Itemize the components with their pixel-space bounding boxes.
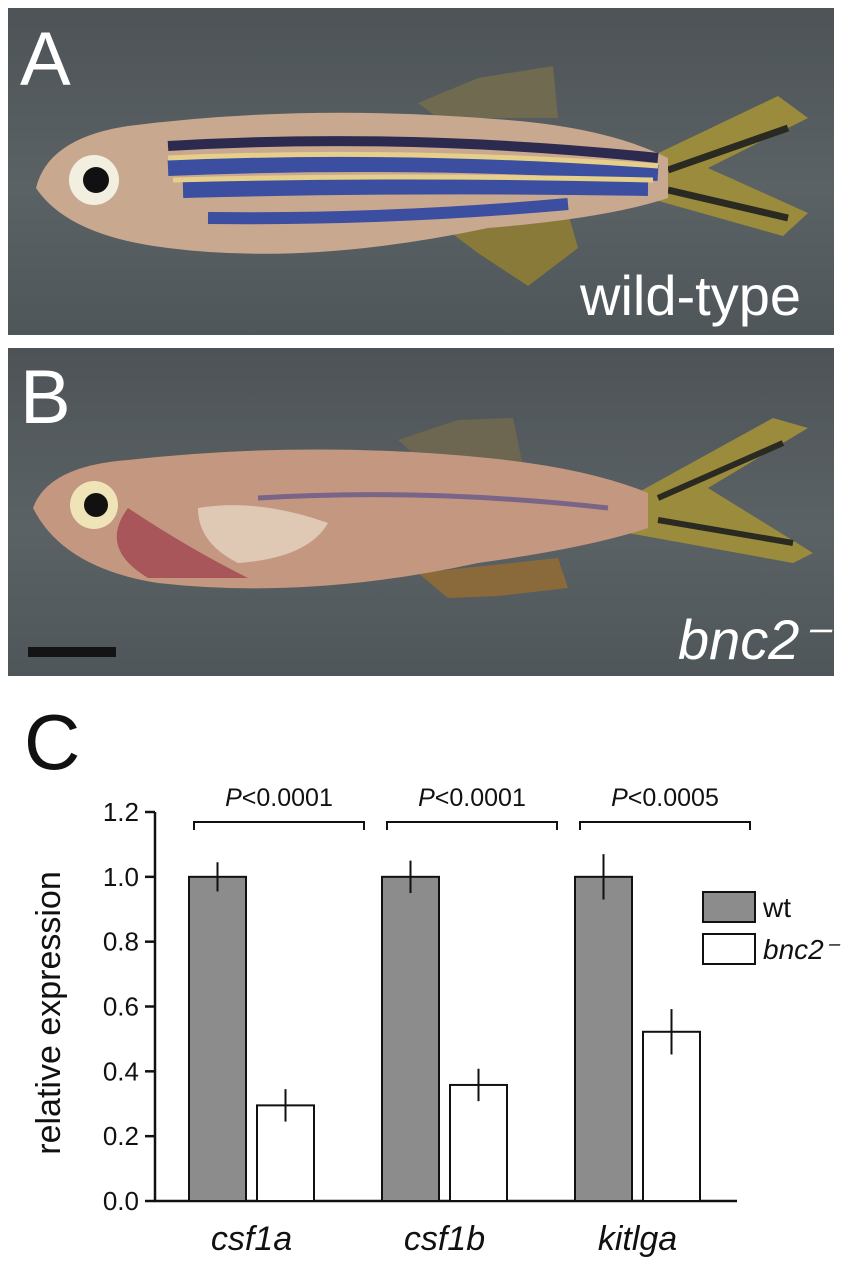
panel-letter-b: B bbox=[20, 355, 71, 440]
tail-fin bbox=[628, 418, 813, 563]
legend-swatch-bnc2 bbox=[702, 933, 756, 965]
zebrafish-wild-type-illustration bbox=[36, 66, 808, 286]
y-tick-label: 1.2 bbox=[103, 797, 139, 827]
chart-bars bbox=[188, 854, 701, 1202]
p-value-threshold: <0.0001 bbox=[435, 784, 526, 812]
bar-wt-csf1b bbox=[381, 875, 440, 1202]
legend-swatch-wt bbox=[702, 891, 756, 923]
bar-chart: 0.00.20.40.60.81.01.2 P<0.0001 P<0.0001 P<… bbox=[30, 784, 841, 1258]
y-tick-label: 0.8 bbox=[103, 927, 139, 957]
category-label-csf1b: csf1b bbox=[404, 1220, 485, 1258]
y-tick-label: 0.2 bbox=[103, 1121, 139, 1151]
genotype-label-bnc2-mutant: bnc2⁻ bbox=[678, 608, 829, 671]
significance-bracket bbox=[386, 821, 558, 830]
y-axis-ticks: 0.0 0.2 0.4 0.6 0.8 1.0 1.2 bbox=[103, 797, 155, 1216]
significance-bracket bbox=[193, 821, 365, 830]
photo-bnc2-mutant bbox=[8, 348, 834, 676]
bar-bnc2-kitlga bbox=[642, 1030, 701, 1202]
y-tick-label: 1.0 bbox=[103, 862, 139, 892]
p-value-label: P<0.0001 bbox=[225, 784, 333, 812]
significance-bracket bbox=[579, 821, 751, 830]
bar-bnc2-csf1a bbox=[256, 1104, 315, 1202]
bar-bnc2-csf1b bbox=[449, 1083, 508, 1202]
chart-legend: wt bnc2⁻ bbox=[702, 891, 841, 965]
legend-label-wt: wt bbox=[762, 892, 791, 923]
tail-fin bbox=[648, 96, 808, 236]
bar-wt-kitlga bbox=[574, 875, 633, 1202]
y-axis-label: relative expression bbox=[30, 871, 68, 1154]
bar-wt-csf1a bbox=[188, 875, 247, 1202]
panel-letter-a: A bbox=[20, 17, 71, 102]
p-value-letter: P bbox=[418, 784, 435, 812]
category-label-csf1a: csf1a bbox=[211, 1220, 292, 1258]
p-value-label: P<0.0005 bbox=[611, 784, 719, 812]
p-value-letter: P bbox=[611, 784, 628, 812]
p-value-threshold: <0.0005 bbox=[628, 784, 719, 812]
y-tick-label: 0.6 bbox=[103, 992, 139, 1022]
y-tick-label: 0.0 bbox=[103, 1186, 139, 1216]
dorsal-fin bbox=[418, 66, 558, 118]
category-label-kitlga: kitlga bbox=[598, 1220, 677, 1258]
p-value-threshold: <0.0001 bbox=[242, 784, 333, 812]
genotype-label-wild-type: wild-type bbox=[580, 264, 801, 327]
anal-fin bbox=[418, 558, 568, 598]
p-value-label: P<0.0001 bbox=[418, 784, 526, 812]
category-labels: csf1a csf1b kitlga bbox=[211, 1220, 677, 1258]
photo-wild-type bbox=[8, 8, 834, 335]
scale-bar bbox=[28, 647, 116, 657]
p-value-letter: P bbox=[225, 784, 242, 812]
legend-label-bnc2: bnc2⁻ bbox=[763, 934, 841, 965]
significance-brackets: P<0.0001 P<0.0001 P<0.0005 bbox=[193, 784, 751, 830]
anal-fin bbox=[438, 213, 578, 286]
y-tick-label: 0.4 bbox=[103, 1056, 139, 1086]
zebrafish-bnc2-mutant-illustration bbox=[33, 418, 813, 598]
panel-letter-c: C bbox=[24, 698, 81, 786]
